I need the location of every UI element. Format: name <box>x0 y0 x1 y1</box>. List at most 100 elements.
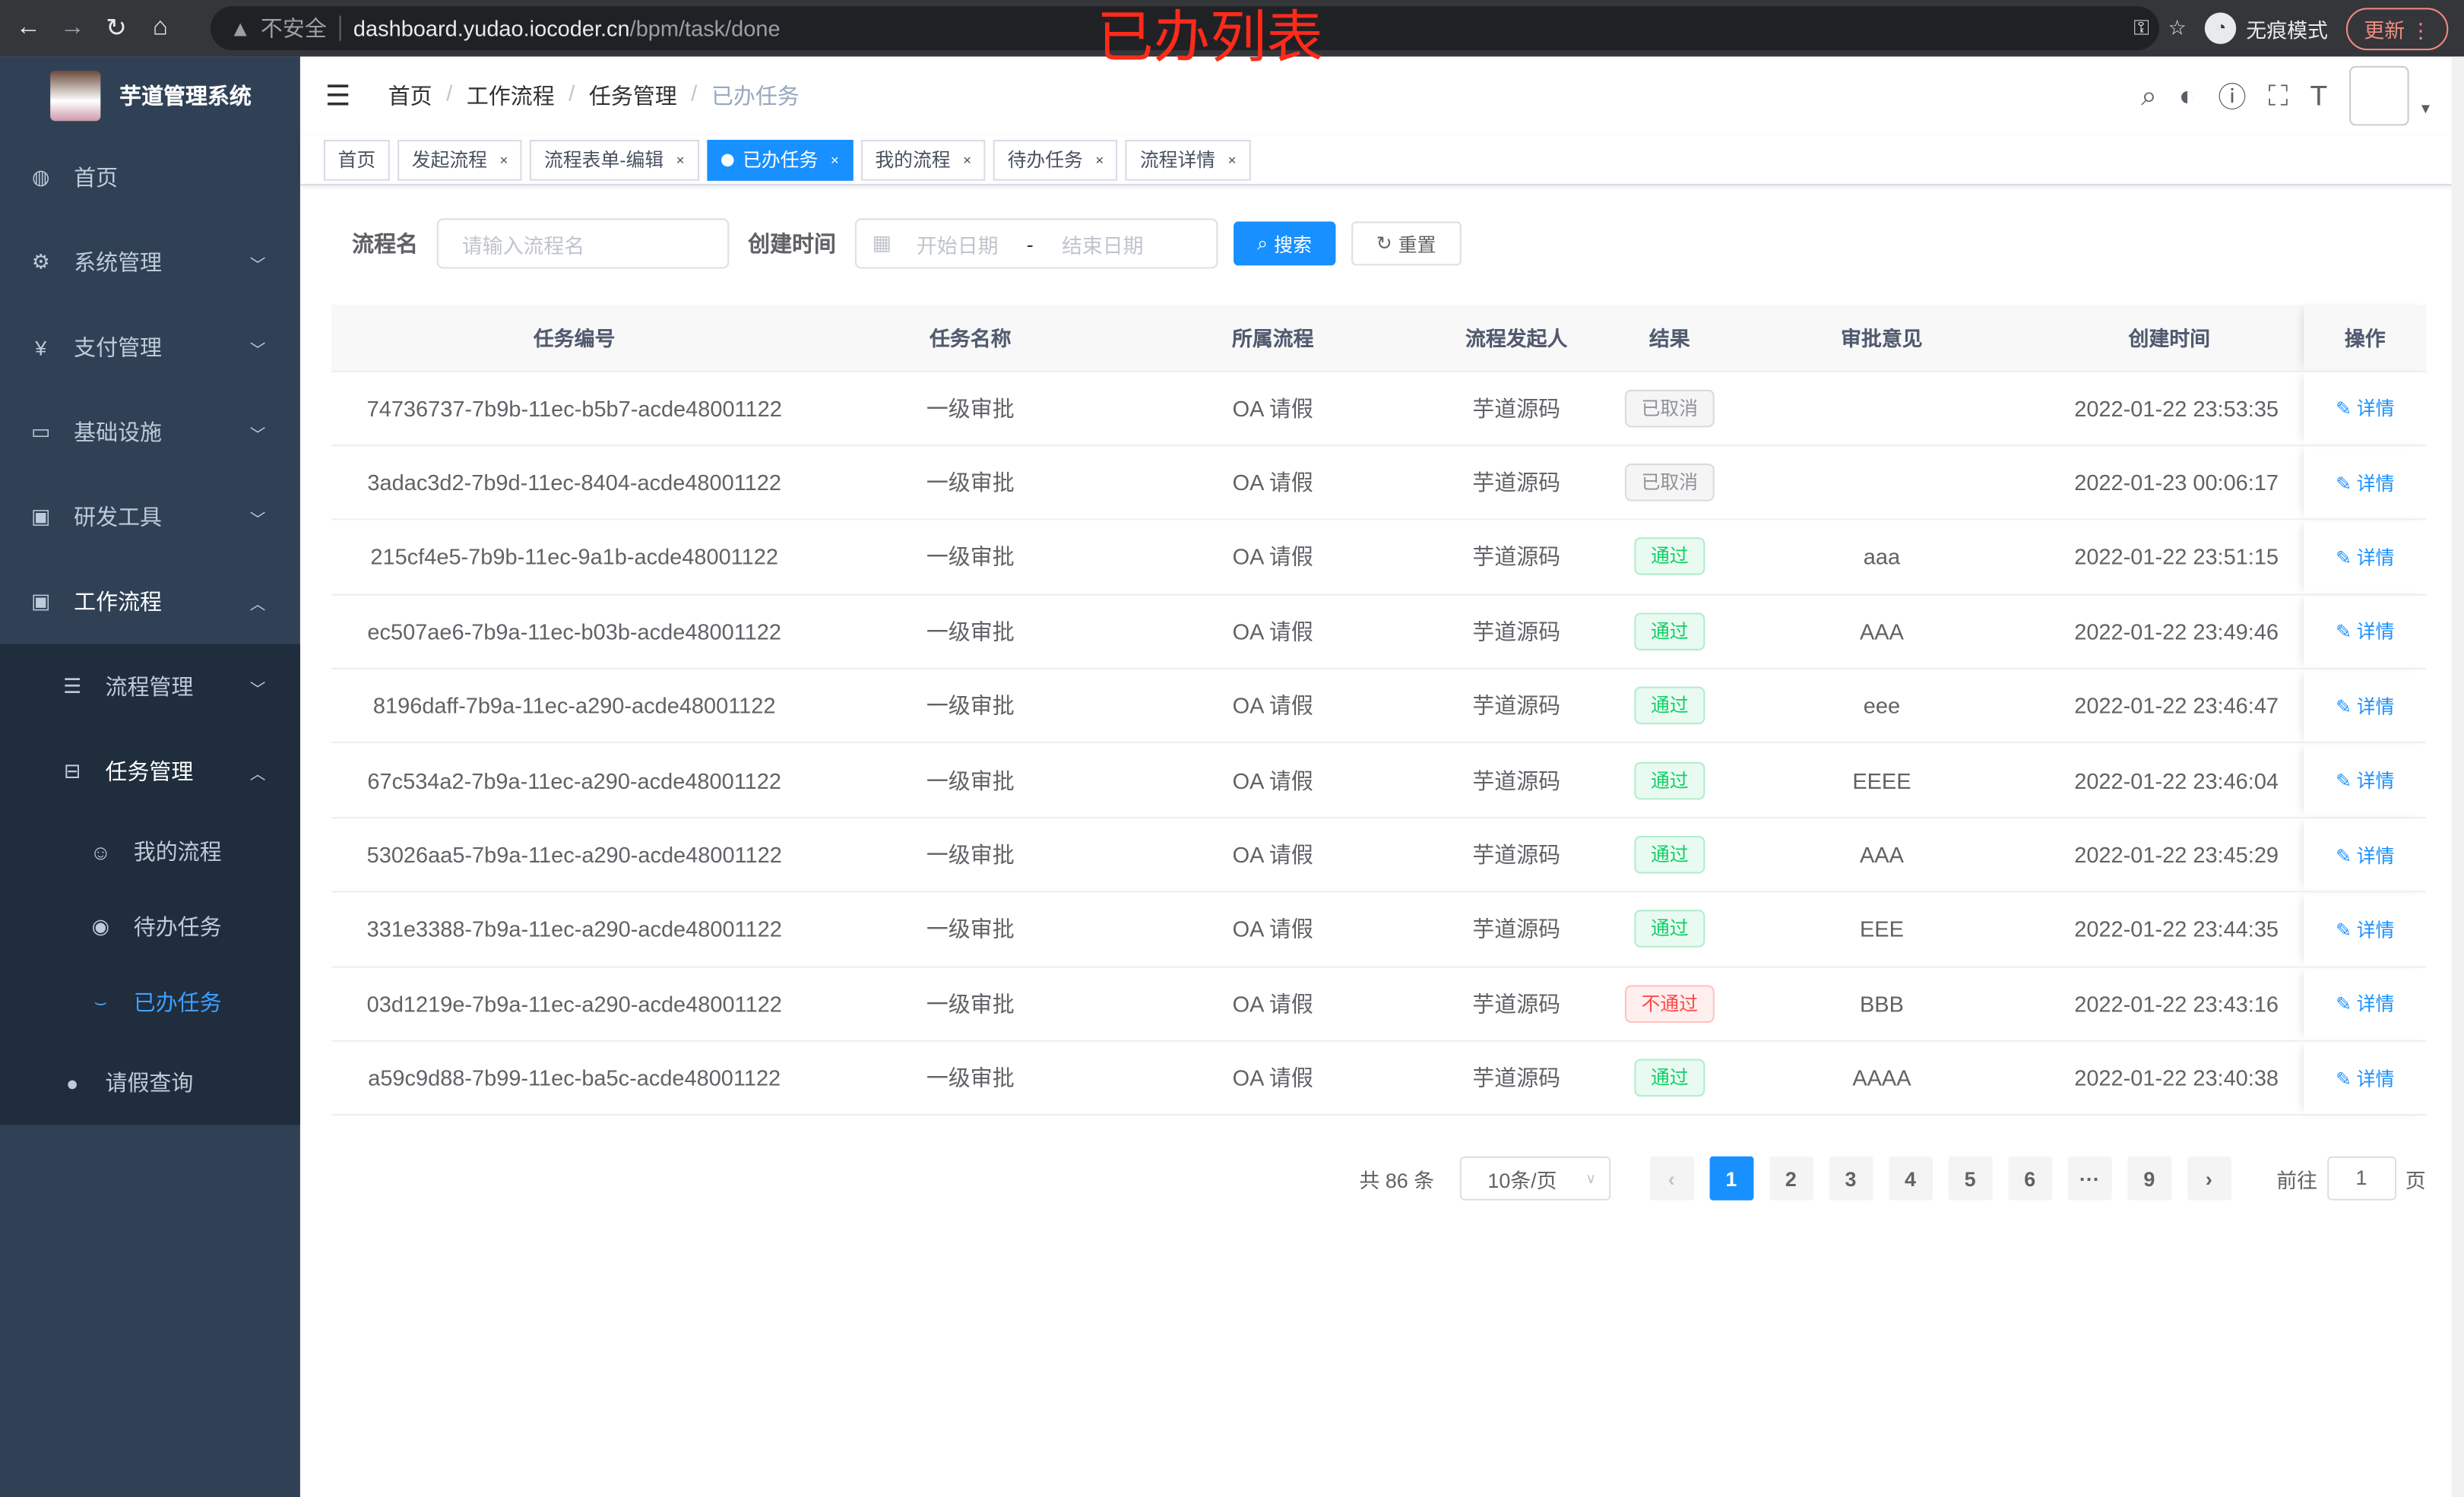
detail-button[interactable]: ✎ 详情 <box>2336 695 2394 717</box>
date-range-picker[interactable]: ▦ 开始日期 - 结束日期 <box>854 218 1218 269</box>
sidebar-item-system[interactable]: ⚙ 系统管理 ﹀ <box>0 220 300 305</box>
tag-item[interactable]: 流程详情 × <box>1126 138 1251 180</box>
menu-label: 研发工具 <box>74 504 162 530</box>
search-icon[interactable]: ⌕ <box>2141 79 2157 111</box>
caret-down-icon[interactable]: ▼ <box>2418 100 2433 117</box>
tag-item[interactable]: 我的流程 × <box>860 138 986 180</box>
scrollbar[interactable] <box>2451 56 2464 1497</box>
tag-item[interactable]: 流程表单-编辑 × <box>530 138 699 180</box>
avatar[interactable] <box>2349 65 2409 126</box>
edit-icon: ✎ <box>2336 993 2357 1016</box>
hamburger-icon[interactable]: ☰ <box>325 79 351 111</box>
detail-label: 详情 <box>2356 844 2395 867</box>
detail-button[interactable]: ✎ 详情 <box>2336 621 2394 643</box>
chevron-down-icon: ﹀ <box>249 341 266 359</box>
reload-icon[interactable]: ↻ <box>106 15 127 43</box>
breadcrumb-item: 已办任务 <box>711 83 800 109</box>
tag-item[interactable]: 发起流程 × <box>397 138 523 180</box>
key-icon[interactable]: ⚿ <box>2133 15 2149 40</box>
table-cell: ✎ 详情 <box>2304 891 2427 967</box>
name-label: 流程名 <box>352 230 418 257</box>
page-size-select[interactable]: 10条/页 ∨ <box>1459 1156 1610 1201</box>
status-badge: 通过 <box>1635 612 1705 650</box>
edit-icon: ✎ <box>2336 397 2357 420</box>
chevron-down-icon: ﹀ <box>249 681 266 699</box>
detail-button[interactable]: ✎ 详情 <box>2336 397 2394 419</box>
goto-page-input[interactable]: 1 <box>2326 1156 2396 1201</box>
reset-label: 重置 <box>1398 233 1436 255</box>
end-date: 结束日期 <box>1061 233 1144 258</box>
close-icon[interactable]: × <box>963 151 972 168</box>
sidebar-item-tool[interactable]: ▣ 研发工具 ﹀ <box>0 474 300 559</box>
page-button[interactable]: 3 <box>1829 1156 1873 1201</box>
breadcrumb-item[interactable]: 工作流程 <box>466 83 555 109</box>
forward-icon[interactable]: → <box>59 14 85 41</box>
table-cell: ✎ 详情 <box>2304 1040 2427 1116</box>
fullscreen-icon[interactable]: ⛶ <box>2268 79 2288 111</box>
close-icon[interactable]: × <box>1095 151 1104 168</box>
sidebar-item-leave[interactable]: ● 请假查询 <box>0 1040 300 1125</box>
close-icon[interactable]: × <box>830 151 839 168</box>
logo[interactable]: 芋道管理系统 <box>0 56 300 135</box>
close-icon[interactable]: × <box>1227 151 1237 168</box>
process-name-input[interactable]: 请输入流程名 <box>436 218 730 269</box>
home-icon[interactable]: ⌂ <box>152 14 168 41</box>
detail-button[interactable]: ✎ 详情 <box>2336 844 2394 866</box>
sidebar-item-workflow[interactable]: ▣ 工作流程 ︿ <box>0 559 300 644</box>
breadcrumb-item[interactable]: 首页 <box>388 83 432 109</box>
close-icon[interactable]: × <box>499 151 508 168</box>
table-cell: AAAA <box>1728 1040 2035 1116</box>
sidebar-item-done[interactable]: ⌣ 已办任务 <box>0 965 300 1040</box>
search-button[interactable]: ⌕ 搜索 <box>1234 221 1335 266</box>
incognito-indicator[interactable]: ◔ 无痕模式 <box>2205 12 2328 44</box>
close-icon[interactable]: × <box>676 151 685 168</box>
page-suffix: 页 <box>2405 1168 2426 1192</box>
sidebar-item-todo[interactable]: ◉ 待办任务 <box>0 889 300 964</box>
detail-label: 详情 <box>2356 1068 2395 1090</box>
tag-home[interactable]: 首页 <box>323 138 390 180</box>
reset-button[interactable]: ↻ 重置 <box>1351 221 1462 266</box>
sidebar-item-task-manage[interactable]: ⊟ 任务管理 ︿ <box>0 729 300 814</box>
detail-button[interactable]: ✎ 详情 <box>2336 919 2394 941</box>
goto-label: 前往 <box>2276 1168 2318 1192</box>
tag-item-active[interactable]: 已办任务 × <box>706 138 854 180</box>
table-cell <box>1728 445 2035 521</box>
sidebar-item-home[interactable]: ◍ 首页 <box>0 135 300 220</box>
navbar: ☰ 首页 / 工作流程 / 任务管理 / 已办任务 ⌕ ◐ ⓘ ⛶ T ▼ <box>300 56 2464 135</box>
eye-icon: ◉ <box>91 914 110 938</box>
detail-button[interactable]: ✎ 详情 <box>2336 770 2394 792</box>
incognito-icon: ◔ <box>2205 12 2237 44</box>
font-size-icon[interactable]: T <box>2310 79 2328 111</box>
page-button[interactable]: 1 <box>1709 1156 1753 1201</box>
table-cell: ✎ 详情 <box>2304 593 2427 669</box>
prev-page-button[interactable]: ‹ <box>1649 1156 1694 1201</box>
table-cell: 2022-01-22 23:46:47 <box>2035 668 2304 744</box>
page-button[interactable]: 9 <box>2127 1156 2171 1201</box>
star-icon[interactable]: ☆ <box>2168 15 2187 40</box>
table-cell: 2022-01-22 23:49:46 <box>2035 593 2304 669</box>
sidebar-item-infra[interactable]: ▭ 基础设施 ﹀ <box>0 390 300 475</box>
detail-button[interactable]: ✎ 详情 <box>2336 546 2394 568</box>
detail-button[interactable]: ✎ 详情 <box>2336 1068 2394 1090</box>
page-button[interactable]: 6 <box>2007 1156 2052 1201</box>
back-icon[interactable]: ← <box>15 14 41 41</box>
page-button[interactable]: ··· <box>2067 1156 2112 1201</box>
breadcrumb-item[interactable]: 任务管理 <box>588 83 677 109</box>
detail-button[interactable]: ✎ 详情 <box>2336 472 2394 494</box>
help-icon[interactable]: ⓘ <box>2218 81 2247 113</box>
tag-item[interactable]: 待办任务 × <box>993 138 1118 180</box>
update-button[interactable]: 更新 ⋮ <box>2346 7 2449 50</box>
address-bar[interactable]: ▲ 不安全 dashboard.yudao.iocoder.cn/bpm/tas… <box>211 6 2159 51</box>
user-icon: ● <box>65 1071 79 1095</box>
sidebar-item-pay[interactable]: ¥ 支付管理 ﹀ <box>0 305 300 390</box>
page-button[interactable]: 5 <box>1948 1156 1993 1201</box>
detail-button[interactable]: ✎ 详情 <box>2336 993 2394 1015</box>
tag-label: 流程表单-编辑 <box>544 149 664 172</box>
sidebar-item-process-manage[interactable]: ☰ 流程管理 ﹀ <box>0 644 300 730</box>
github-icon[interactable]: ◐ <box>2178 79 2196 111</box>
page-button[interactable]: 2 <box>1769 1156 1813 1201</box>
sidebar-item-my-process[interactable]: ☺ 我的流程 <box>0 814 300 889</box>
page-button[interactable]: 4 <box>1888 1156 1933 1201</box>
next-page-button[interactable]: › <box>2187 1156 2231 1201</box>
toolbox-icon: ▣ <box>31 504 51 528</box>
